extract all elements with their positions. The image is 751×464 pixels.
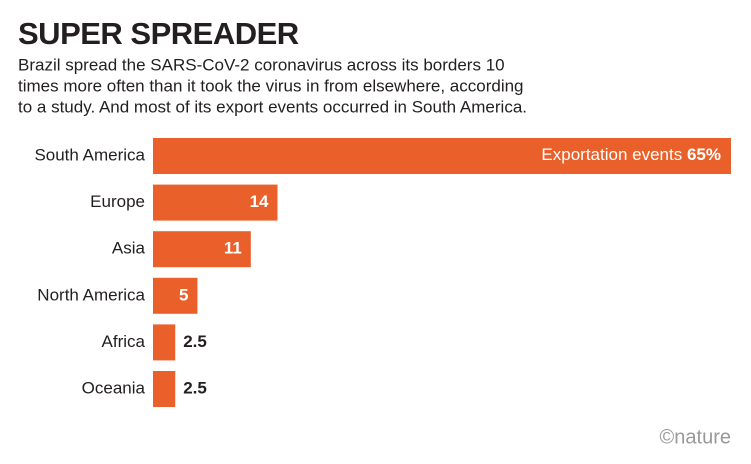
bar <box>153 138 731 174</box>
category-label: Africa <box>102 332 146 351</box>
annotation: Exportation events <box>541 145 682 164</box>
bar <box>153 231 251 268</box>
value-label: 2.5 <box>183 378 207 397</box>
category-label: Asia <box>112 239 146 258</box>
value-label: 5 <box>179 285 188 304</box>
category-label: North America <box>37 285 145 304</box>
category-label: Europe <box>90 192 145 211</box>
bar <box>153 371 176 407</box>
category-label: South America <box>34 145 145 164</box>
value-label: 2.5 <box>183 332 207 351</box>
value-label: Exportation events 65% <box>541 145 721 164</box>
bar <box>153 184 278 221</box>
value-label: 11 <box>224 239 242 258</box>
value-label: 14 <box>250 192 269 211</box>
bar <box>153 277 198 314</box>
source-credit: ©nature <box>660 426 731 448</box>
subtitle-line: times more often than it took the virus … <box>18 76 524 95</box>
category-label: Oceania <box>82 378 146 397</box>
value-label: 65% <box>687 145 721 164</box>
subtitle-line: to a study. And most of its export event… <box>18 97 527 116</box>
chart-title: SUPER SPREADER <box>18 16 299 51</box>
bar <box>153 324 176 361</box>
subtitle-line: Brazil spread the SARS-CoV-2 coronavirus… <box>18 55 505 74</box>
